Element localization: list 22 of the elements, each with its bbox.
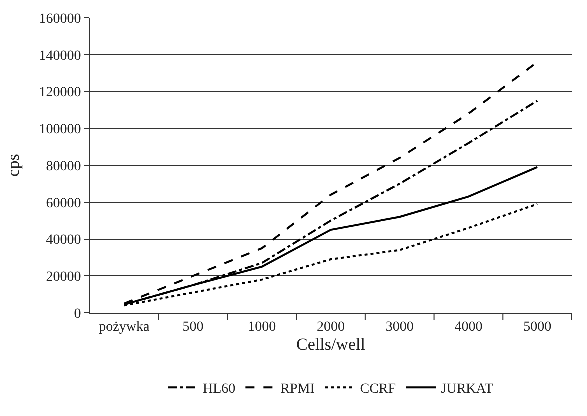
x-tick-label: pożywka <box>99 320 150 335</box>
y-tick-label: 100000 <box>39 122 82 138</box>
x-tick-label: 5000 <box>524 320 552 335</box>
y-tick-label: 40000 <box>46 233 82 248</box>
x-tick-label: 3000 <box>386 320 414 335</box>
legend-label: RPMI <box>280 382 316 398</box>
x-tick-label: 2000 <box>317 320 345 335</box>
legend-label: JURKAT <box>441 382 494 398</box>
y-tick-label: 140000 <box>39 48 82 64</box>
x-tick-label: 4000 <box>454 320 483 335</box>
x-tick-label: 1000 <box>248 320 276 335</box>
y-axis-title: cps <box>4 154 23 177</box>
y-tick-label: 80000 <box>46 159 82 174</box>
y-tick-label: 0 <box>74 306 82 322</box>
legend-label: HL60 <box>203 382 236 398</box>
y-tick-label: 120000 <box>39 86 82 101</box>
legend-label: CCRF <box>360 382 396 398</box>
y-tick-label: 60000 <box>46 196 82 212</box>
x-axis-title: Cells/well <box>296 335 366 354</box>
y-tick-label: 20000 <box>46 270 82 286</box>
x-tick-label: 500 <box>182 320 204 335</box>
y-tick-label: 160000 <box>39 12 82 27</box>
